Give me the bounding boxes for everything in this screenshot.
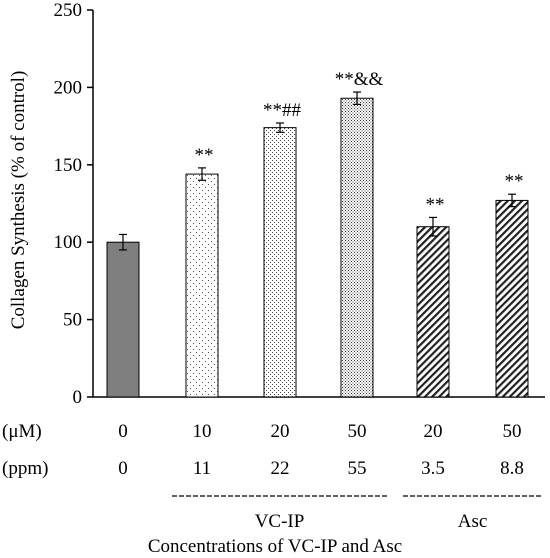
group-labels: VC-IP Asc [172, 495, 542, 532]
ppm-tick-label-0: 0 [118, 458, 128, 479]
y-tick-label-4: 200 [54, 77, 83, 98]
bar-annotation-4: ** [426, 194, 445, 215]
ppm-tick-label-2: 22 [271, 458, 290, 479]
bars: ** **## **&& ** ** [106, 69, 529, 398]
bar-annotation-5: ** [505, 171, 524, 192]
bar-1 [185, 173, 219, 398]
um-tick-label-0: 0 [118, 421, 128, 442]
bar-annotation-2: **## [263, 100, 302, 121]
y-axis: 0 50 100 150 200 250 [54, 0, 545, 408]
ppm-tick-label-3: 55 [348, 458, 367, 479]
y-axis-title: Collagen Synthesis (% of control) [8, 71, 29, 330]
x-axis-title: Concentrations of VC-IP and Asc [148, 536, 402, 557]
group-label-1: Asc [458, 511, 488, 532]
bar-0 [106, 241, 140, 398]
um-tick-label-2: 20 [271, 421, 290, 442]
y-tick-label-5: 250 [54, 0, 83, 21]
ppm-tick-label-5: 8.8 [500, 458, 524, 479]
y-tick-label-2: 100 [54, 232, 83, 253]
ppm-tick-label-1: 11 [193, 458, 211, 479]
um-tick-label-3: 50 [348, 421, 367, 442]
um-tick-label-5: 50 [503, 421, 522, 442]
x-axis-rows: (μM) (ppm) 0 0 10 11 20 22 50 55 20 3.5 50 8.8 [2, 421, 524, 479]
y-tick-label-0: 0 [73, 387, 83, 408]
um-tick-label-1: 10 [193, 421, 212, 442]
bar-4 [416, 226, 450, 398]
bar-annotation-1: ** [195, 145, 214, 166]
bar-5 [495, 199, 529, 398]
y-tick-label-3: 150 [54, 155, 83, 176]
bar-annotation-3: **&& [335, 69, 384, 90]
ppm-tick-label-4: 3.5 [421, 458, 445, 479]
group-label-0: VC-IP [255, 511, 305, 532]
um-tick-label-4: 20 [424, 421, 443, 442]
bar-2 [263, 127, 297, 398]
bar-3 [340, 97, 374, 398]
row-label-um: (μM) [2, 421, 42, 442]
y-tick-label-1: 50 [63, 310, 82, 331]
row-label-ppm: (ppm) [2, 458, 48, 479]
